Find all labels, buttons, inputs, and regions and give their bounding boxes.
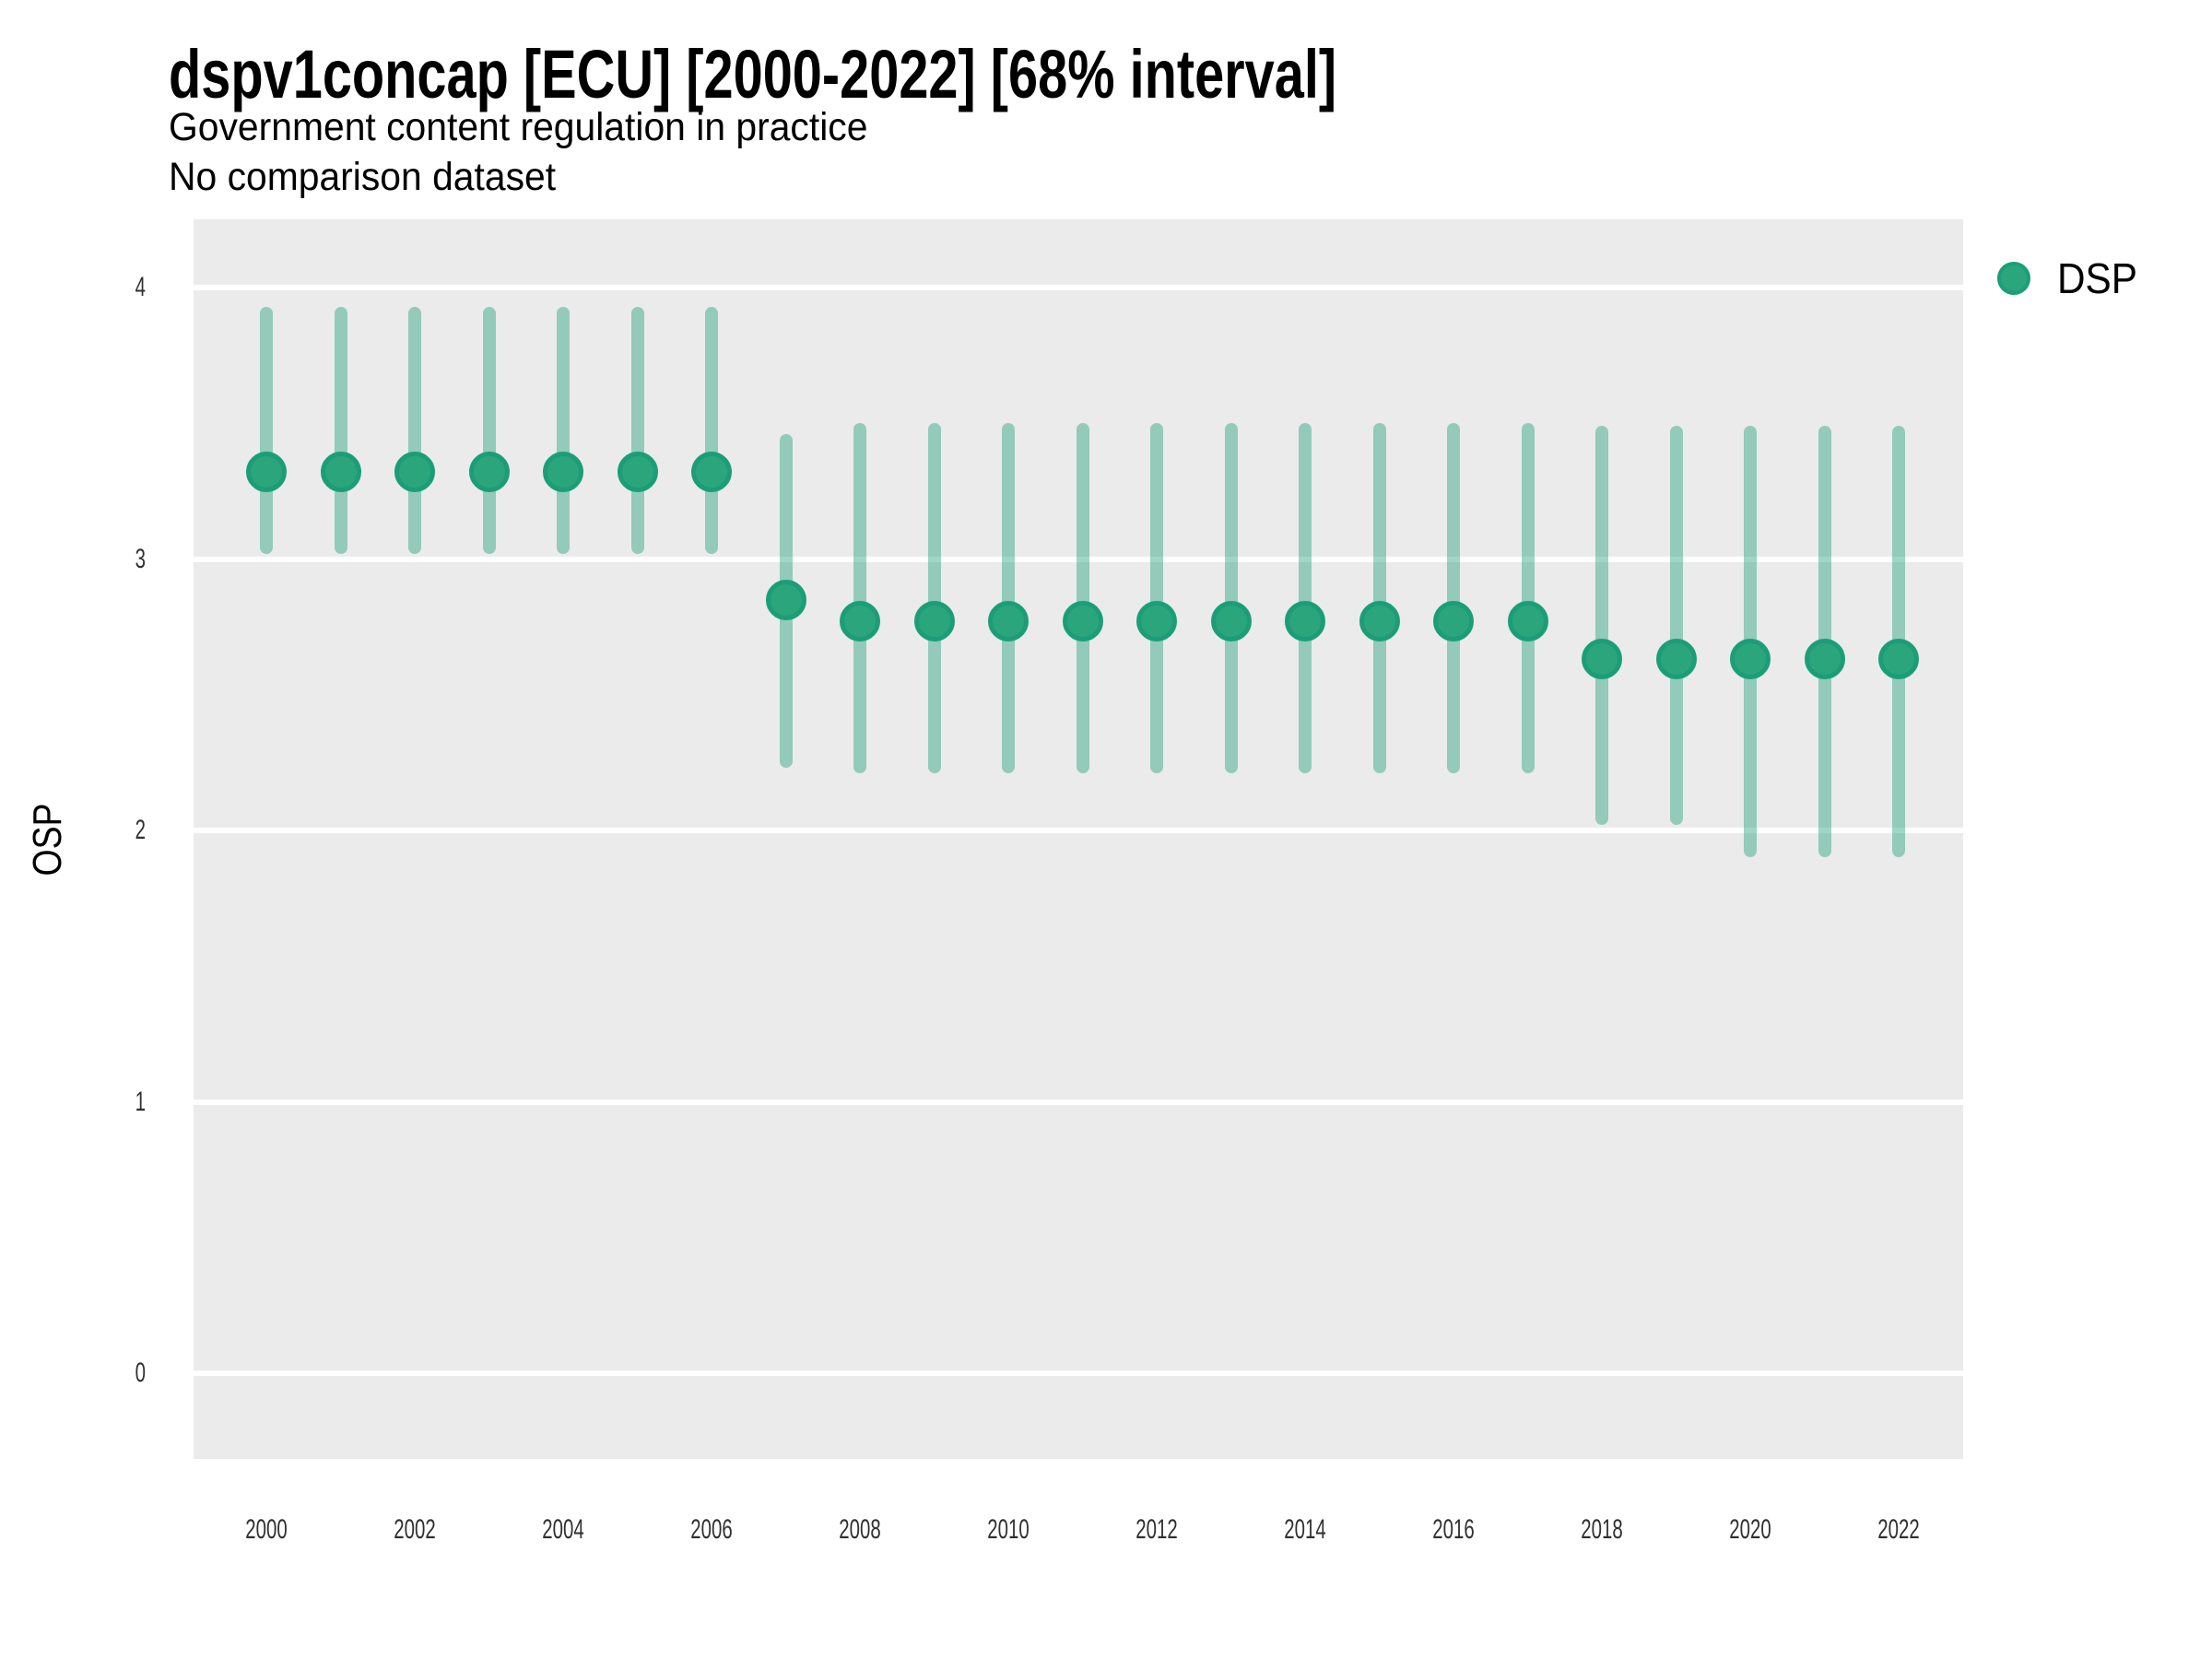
x-tick-label: 2008 — [839, 1514, 881, 1545]
data-point — [543, 452, 583, 493]
interval-bar — [1595, 426, 1608, 826]
interval-bar — [334, 306, 347, 554]
interval-bar — [1002, 423, 1015, 774]
x-tick-label: 2014 — [1284, 1514, 1326, 1545]
data-point — [320, 452, 361, 493]
legend-dot-icon — [1997, 262, 2030, 295]
data-point — [617, 452, 658, 493]
interval-bar — [1224, 423, 1238, 774]
y-tick-label: 4 — [135, 272, 146, 302]
interval-bar — [482, 306, 496, 554]
interval-bar — [1521, 423, 1535, 774]
data-point — [1655, 639, 1697, 680]
interval-bar — [853, 423, 866, 774]
gridline-y-0 — [194, 1371, 1963, 1376]
x-tick-label: 2012 — [1135, 1514, 1178, 1545]
x-tick-label: 2016 — [1432, 1514, 1475, 1545]
x-tick-label: 2018 — [1581, 1514, 1623, 1545]
x-tick-label: 2010 — [987, 1514, 1030, 1545]
data-point — [1210, 601, 1252, 642]
gridline-y-2 — [194, 828, 1963, 833]
data-point — [913, 601, 955, 642]
y-tick-label: 1 — [135, 1086, 146, 1117]
data-point — [1804, 639, 1845, 680]
data-point — [468, 452, 510, 493]
data-point — [1878, 639, 1919, 680]
x-tick-label: 2020 — [1729, 1514, 1771, 1545]
data-point — [988, 601, 1029, 642]
x-tick-label: 2004 — [542, 1514, 584, 1545]
y-tick-label: 3 — [135, 543, 146, 574]
data-point — [691, 452, 732, 493]
data-point — [1507, 601, 1548, 642]
gridline-y-4 — [194, 285, 1963, 290]
data-point — [1136, 601, 1177, 642]
data-point — [840, 601, 880, 642]
gridline-y-3 — [194, 556, 1963, 562]
interval-bar — [260, 306, 273, 554]
x-tick-label: 2000 — [245, 1514, 288, 1545]
chart-subtitle-note: No comparison dataset — [169, 155, 557, 199]
data-point — [765, 579, 806, 620]
interval-bar — [1150, 423, 1163, 774]
x-tick-label: 2006 — [690, 1514, 733, 1545]
interval-bar — [1447, 423, 1460, 774]
interval-bar — [1076, 423, 1089, 774]
interval-bar — [1669, 426, 1683, 826]
interval-bar — [1372, 423, 1386, 774]
data-point — [246, 452, 287, 493]
y-tick-label: 2 — [135, 815, 146, 845]
data-point — [1582, 639, 1622, 680]
y-tick-label: 0 — [135, 1358, 146, 1388]
data-point — [394, 452, 435, 493]
data-point — [1359, 601, 1400, 642]
data-point — [1285, 601, 1325, 642]
interval-bar — [927, 423, 941, 774]
data-point — [1062, 601, 1103, 642]
x-tick-label: 2002 — [394, 1514, 436, 1545]
interval-bar — [705, 306, 718, 554]
gridline-y-1 — [194, 1099, 1963, 1105]
interval-bar — [408, 306, 421, 554]
interval-bar — [557, 306, 570, 554]
interval-bar — [1299, 423, 1312, 774]
chart-subtitle: Government content regulation in practic… — [169, 105, 868, 149]
data-point — [1730, 639, 1771, 680]
legend-label: DSP — [2057, 254, 2138, 302]
data-point — [1433, 601, 1474, 642]
plot-panel — [194, 219, 1963, 1459]
interval-bar — [630, 306, 644, 554]
chart-title: dspv1concap [ECU] [2000-2022] [68% inter… — [169, 36, 1337, 112]
x-tick-label: 2022 — [1877, 1514, 1920, 1545]
